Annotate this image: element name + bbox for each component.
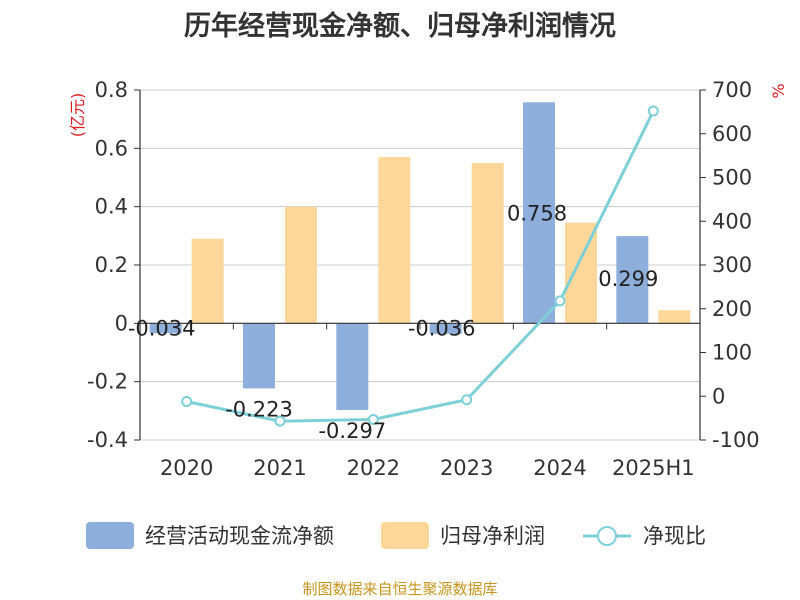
bar-cashflow-2024	[523, 102, 555, 324]
x-tick-label: 2022	[347, 456, 400, 480]
ratio-line	[181, 105, 659, 427]
x-tick-label: 2021	[253, 456, 306, 480]
data-labels: -0.034 -0.223 -0.297 -0.036 0.758 0.299	[128, 201, 659, 443]
ratio-point-2020	[181, 396, 193, 407]
left-tick-label: -0.4	[87, 428, 128, 452]
bar-net-profit-2020	[191, 238, 224, 324]
legend-swatch-net-profit[interactable]	[381, 522, 429, 549]
ratio-point-2021	[274, 415, 286, 427]
gridlines	[140, 89, 700, 441]
chart-title: 历年经营现金净额、归母净利润情况	[184, 10, 616, 42]
right-tick-label: 700	[712, 78, 752, 102]
left-tick-label: 0	[115, 311, 128, 335]
data-label-cashflow-2025H1: 0.299	[598, 267, 658, 291]
ratio-point-2022	[367, 413, 379, 425]
bar-net-profit-2023	[471, 162, 504, 324]
right-tick-label: 500	[712, 166, 752, 190]
legend: 经营活动现金流净额 归母净利润 净现比	[86, 522, 706, 549]
x-tick-label: 2023	[440, 456, 493, 480]
x-tick-label: 2024	[533, 456, 586, 480]
bar-cashflow-2020	[149, 323, 182, 334]
right-tick-label: 200	[712, 297, 752, 321]
legend-label-net-profit[interactable]: 归母净利润	[440, 524, 545, 548]
legend-label-cashflow[interactable]: 经营活动现金流净额	[145, 524, 334, 548]
bar-cashflow-2021	[243, 323, 275, 389]
data-label-cashflow-2023: -0.036	[408, 316, 476, 340]
bar-net-profit-2025H1	[658, 310, 691, 324]
left-tick-label: 0.6	[95, 136, 128, 160]
right-tick-label: 600	[712, 122, 752, 146]
bar-cashflow-2023	[429, 323, 462, 334]
legend-swatch-ratio-marker[interactable]	[597, 526, 617, 546]
tick-labels: 0.8 0.6 0.4 0.2 0 -0.2 -0.4 700 600 500 400 300 200 1…	[87, 78, 760, 480]
left-axis-unit-label: (亿元)	[68, 93, 87, 138]
right-tick-label: 400	[712, 209, 752, 233]
left-tick-label: 0.2	[95, 253, 128, 277]
bars	[149, 102, 691, 410]
axes	[134, 89, 706, 441]
bar-net-profit-2021	[285, 206, 317, 324]
legend-swatch-cashflow[interactable]	[86, 522, 134, 549]
bar-cashflow-2025H1	[616, 236, 649, 324]
bar-net-profit-2022	[378, 157, 411, 324]
right-axis-unit-label: %	[769, 83, 788, 98]
legend-label-ratio[interactable]: 净现比	[643, 524, 706, 548]
ratio-polyline	[186, 110, 655, 423]
data-label-cashflow-2022: -0.297	[318, 419, 386, 443]
left-tick-label: -0.2	[87, 370, 128, 394]
right-tick-label: 100	[712, 341, 752, 365]
data-label-cashflow-2024: 0.758	[507, 201, 567, 225]
x-tick-label: 2020	[160, 456, 213, 480]
ratio-point-2025H1	[647, 105, 659, 117]
data-label-cashflow-2020: -0.034	[128, 316, 196, 340]
right-tick-label: 300	[712, 253, 752, 277]
ratio-point-2024	[554, 295, 566, 307]
bar-cashflow-2022	[336, 323, 369, 410]
data-label-cashflow-2021: -0.223	[225, 397, 293, 421]
x-tick-label: 2025H1	[612, 456, 695, 480]
left-tick-label: 0.4	[95, 195, 128, 219]
right-tick-label: 0	[712, 384, 725, 408]
ratio-point-2023	[461, 394, 473, 406]
source-note: 制图数据来自恒生聚源数据库	[302, 580, 497, 598]
right-tick-label: -100	[712, 428, 760, 452]
left-tick-label: 0.8	[95, 78, 128, 102]
